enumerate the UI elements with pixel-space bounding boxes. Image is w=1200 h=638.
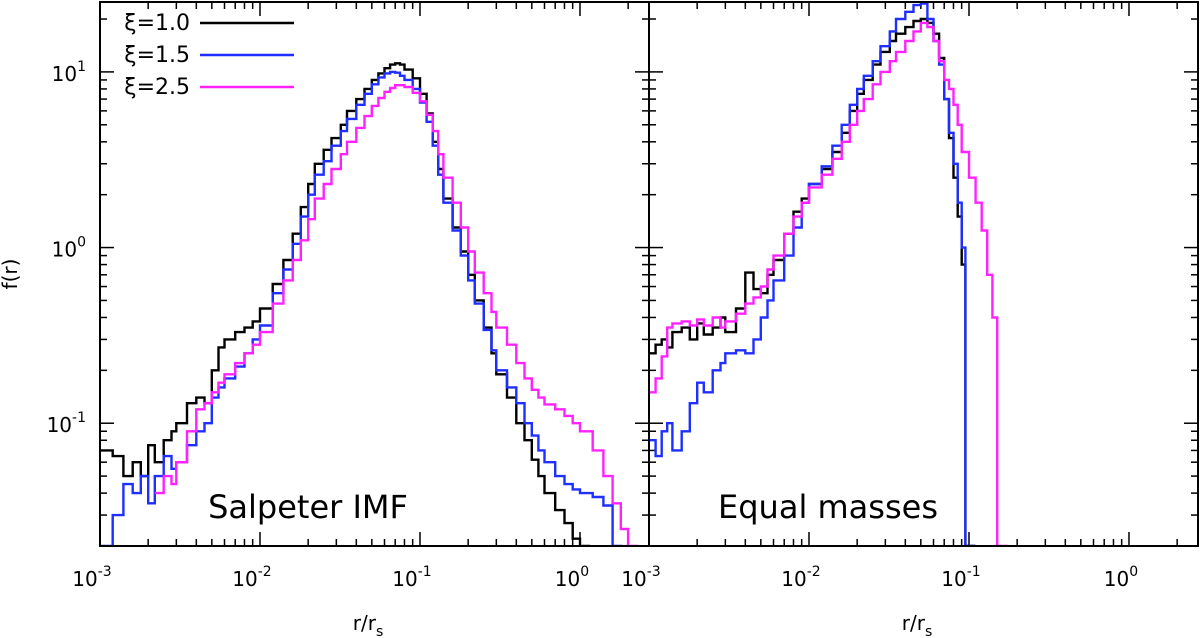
x-tick-label-base: 10 (555, 567, 580, 591)
series-equal-10 (649, 17, 976, 546)
x-tick-label: 10-2 (781, 564, 820, 591)
x-tick-label-exponent: -1 (418, 564, 432, 580)
x-tick-label-base: 10 (232, 567, 257, 591)
y-tick-label-base: 10 (47, 413, 72, 437)
x-tick-label-base: 10 (1104, 567, 1129, 591)
y-tick-label-base: 10 (52, 238, 77, 262)
x-axis-label-left-main: r/r (353, 611, 377, 635)
x-tick-label: 100 (1104, 564, 1138, 591)
y-tick-label: 100 (52, 235, 86, 262)
x-tick-label: 10-3 (72, 564, 111, 591)
x-axis-label-right-sub: s (925, 624, 932, 638)
panel-frame-right (648, 1, 1199, 547)
x-tick-label-exponent: 0 (580, 564, 589, 580)
x-tick-label-base: 10 (941, 567, 966, 591)
series-equal-15 (649, 2, 976, 546)
y-axis-label: f(r) (0, 259, 22, 290)
legend-label-xi-1-5: ξ=1.5 (124, 43, 190, 68)
x-tick-label: 10-1 (392, 564, 431, 591)
x-tick-label-exponent: -3 (98, 564, 112, 580)
x-tick-label: 10-1 (941, 564, 980, 591)
x-tick-label: 10-2 (232, 564, 271, 591)
x-tick-label-base: 10 (392, 567, 417, 591)
y-tick-label: 10-1 (47, 410, 86, 437)
y-tick-label-base: 10 (52, 62, 77, 86)
series-salpeter-15 (100, 70, 623, 546)
x-tick-label-exponent: -2 (807, 564, 821, 580)
x-tick-label-exponent: -3 (647, 564, 661, 580)
x-axis-label-right-main: r/r (902, 611, 926, 635)
legend-label-xi-1-0: ξ=1.0 (124, 11, 190, 36)
x-tick-label: 100 (555, 564, 589, 591)
y-tick-label-exponent: 1 (77, 59, 86, 75)
y-tick-label: 101 (52, 59, 86, 86)
x-axis-label-left-sub: s (376, 624, 383, 638)
x-axis-label-left: r/rs (353, 611, 383, 638)
legend: ξ=1.0 ξ=1.5 ξ=2.5 (124, 11, 294, 100)
series-salpeter-10 (100, 62, 590, 546)
y-tick-label-exponent: -1 (72, 410, 86, 426)
panel-equal-masses: Equal masses 10-3 10-2 10-1 100 (621, 2, 1198, 591)
x-tick-label-base: 10 (621, 567, 646, 591)
x-tick-label-exponent: -2 (258, 564, 272, 580)
panel-title-salpeter: Salpeter IMF (208, 488, 408, 526)
y-tick-label-exponent: 0 (77, 235, 86, 251)
panel-salpeter: Salpeter IMF 10-3 10-2 10-1 100 (72, 2, 649, 591)
x-tick-label-exponent: -1 (967, 564, 981, 580)
x-tick-label-base: 10 (781, 567, 806, 591)
x-tick-label-exponent: 0 (1129, 564, 1138, 580)
series-equal-25 (649, 21, 1008, 546)
x-axis-label-right: r/rs (902, 611, 932, 638)
legend-label-xi-2-5: ξ=2.5 (124, 75, 190, 100)
series-salpeter-25 (154, 84, 639, 546)
x-tick-label-base: 10 (72, 567, 97, 591)
panel-title-equal-masses: Equal masses (718, 488, 938, 526)
x-tick-label: 10-3 (621, 564, 660, 591)
